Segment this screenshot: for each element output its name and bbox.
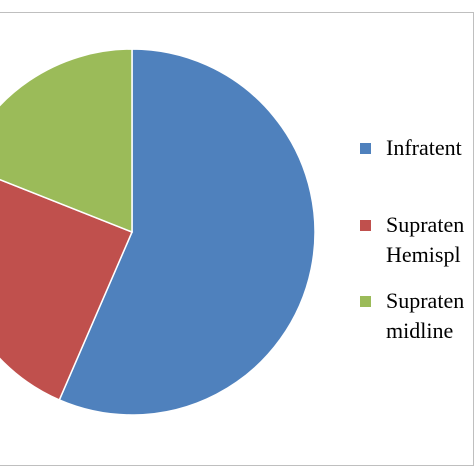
pie-slice-supratentorial-hemispheric bbox=[0, 178, 133, 401]
legend-swatch-supratentorial-midline bbox=[360, 296, 371, 307]
legend-swatch-infratentorial bbox=[360, 143, 371, 154]
pie-slice-supratentorial-midline bbox=[0, 48, 133, 234]
legend-swatch-supratentorial-hemispheric bbox=[360, 220, 371, 231]
legend-label-supratentorial-midline-line1: Supraten bbox=[386, 288, 465, 313]
legend-label-infratentorial: Infratent bbox=[386, 135, 462, 160]
legend-label-supratentorial-hemispheric-line1: Supraten bbox=[386, 212, 465, 237]
pie-slice-infratentorial bbox=[58, 48, 316, 416]
legend-label-supratentorial-hemispheric-line2: Hemispl bbox=[386, 242, 461, 267]
legend-label-supratentorial-midline-line2: midline bbox=[386, 318, 454, 343]
